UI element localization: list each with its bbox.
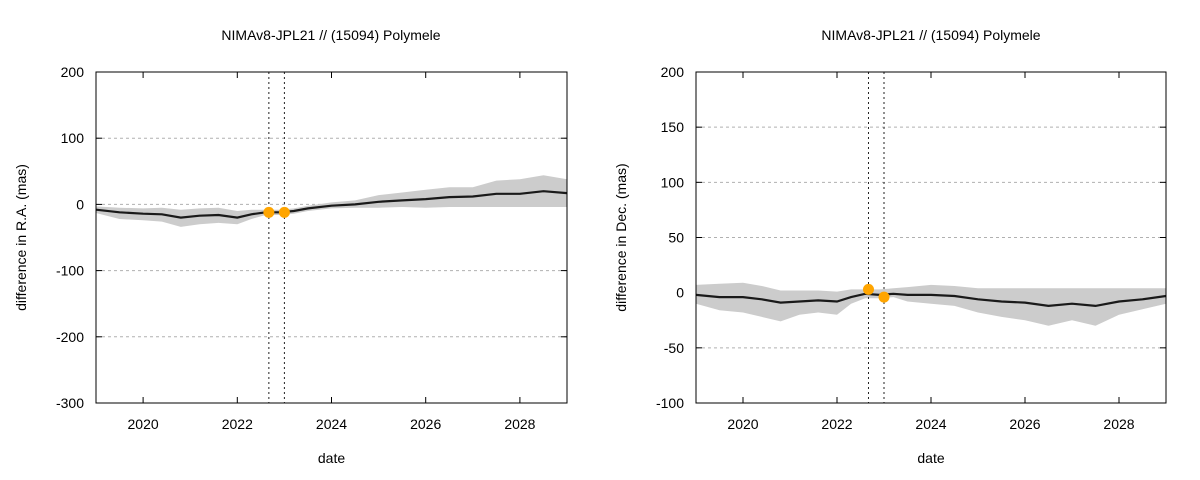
data-point [263, 206, 275, 218]
y-tick-label: 150 [661, 119, 685, 135]
x-axis-label: date [318, 450, 345, 466]
x-tick-label: 2028 [504, 416, 535, 432]
axis-frame [95, 71, 568, 404]
chart-title: NIMAv8-JPL21 // (15094) Polymele [221, 27, 440, 43]
chart-panel-2: -100 -50 0 50 100 150 200 2020 2022 2024 2026 2028 N… [613, 27, 1167, 466]
x-tick-label: 2020 [128, 416, 159, 432]
y-tick-label: -200 [56, 329, 84, 345]
y-tick-label: 200 [661, 64, 685, 80]
data-point [878, 291, 890, 303]
x-tick-label: 2024 [915, 416, 946, 432]
x-tick-label: 2022 [222, 416, 253, 432]
x-axis-label: date [917, 450, 944, 466]
uncertainty-band [696, 282, 1166, 326]
y-tick-label: 100 [661, 174, 685, 190]
y-tick-label: -50 [664, 340, 684, 356]
chart-panel-1: -300 -200 -100 0 100 200 2020 2022 2024 2026 2028 N… [13, 27, 568, 466]
y-axis-label: difference in Dec. (mas) [613, 163, 629, 311]
x-tick-label: 2026 [1009, 416, 1040, 432]
y-tick-label: -300 [56, 395, 84, 411]
series-line [696, 292, 1166, 308]
y-tick-label: 100 [61, 130, 85, 146]
x-tick-label: 2026 [410, 416, 441, 432]
y-tick-label: -100 [656, 395, 684, 411]
y-tick-label: 0 [676, 285, 684, 301]
y-tick-label: 0 [76, 196, 84, 212]
y-axis-label: difference in R.A. (mas) [13, 164, 29, 311]
y-tick-label: -100 [56, 263, 84, 279]
x-tick-label: 2022 [821, 416, 852, 432]
y-tick-label: 50 [668, 230, 684, 246]
x-tick-label: 2020 [727, 416, 758, 432]
series-line [96, 190, 567, 219]
x-tick-label: 2028 [1103, 416, 1134, 432]
axis-frame [695, 71, 1167, 404]
data-point [862, 283, 874, 295]
x-tick-label: 2024 [316, 416, 347, 432]
chart-title: NIMAv8-JPL21 // (15094) Polymele [821, 27, 1040, 43]
y-tick-label: 200 [61, 64, 85, 80]
data-point [278, 206, 290, 218]
uncertainty-band [96, 175, 567, 227]
